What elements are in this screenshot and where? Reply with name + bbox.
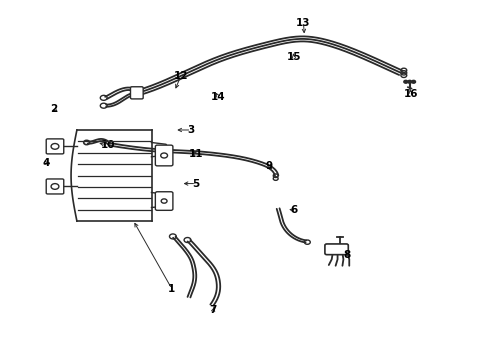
Text: 2: 2	[50, 104, 58, 113]
Circle shape	[404, 80, 408, 83]
Text: 10: 10	[100, 140, 115, 150]
Text: 15: 15	[287, 52, 301, 62]
Text: 11: 11	[189, 149, 203, 159]
Text: 9: 9	[266, 161, 273, 171]
FancyBboxPatch shape	[46, 139, 64, 154]
Text: 13: 13	[296, 18, 311, 28]
FancyBboxPatch shape	[130, 87, 143, 99]
Text: 6: 6	[290, 205, 297, 215]
Text: 16: 16	[403, 89, 418, 99]
Text: 14: 14	[211, 92, 225, 102]
Circle shape	[412, 80, 416, 83]
FancyBboxPatch shape	[155, 192, 173, 210]
Circle shape	[408, 80, 412, 83]
FancyBboxPatch shape	[325, 244, 348, 255]
Text: 8: 8	[343, 250, 351, 260]
Text: 5: 5	[193, 179, 200, 189]
Text: 7: 7	[210, 305, 217, 315]
FancyBboxPatch shape	[155, 145, 173, 166]
Text: 12: 12	[173, 71, 188, 81]
Text: 3: 3	[188, 125, 195, 135]
Text: 1: 1	[168, 284, 175, 294]
FancyBboxPatch shape	[46, 179, 64, 194]
Text: 4: 4	[43, 158, 50, 168]
